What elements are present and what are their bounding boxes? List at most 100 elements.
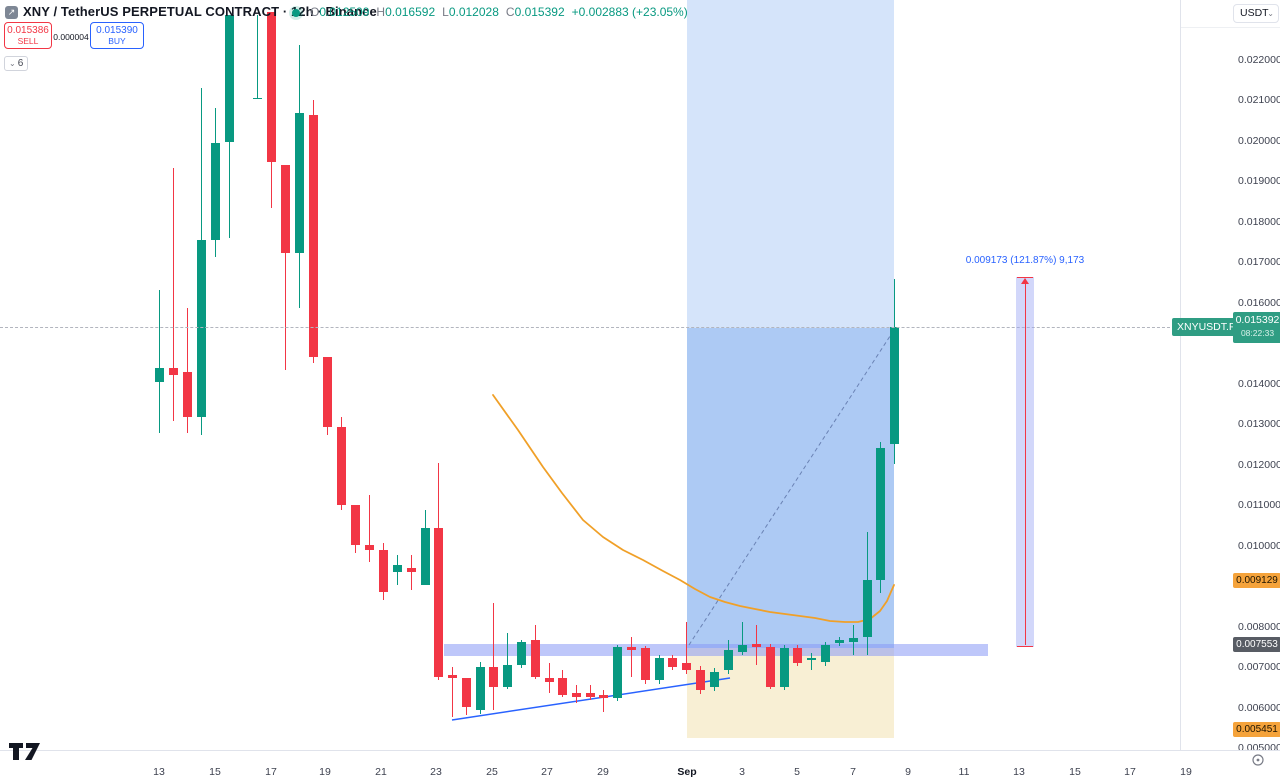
chart-pane[interactable]: 0.009173 (121.87%) 9,173: [0, 0, 1180, 750]
time-axis[interactable]: 13 15 17 19 21 23 25 27 29 Sep 3 5 7 9 11 13 15 17 19: [0, 750, 1280, 783]
symbol-title[interactable]: XNY / TetherUS PERPETUAL CONTRACT · 12h …: [23, 4, 377, 19]
measure-line: [1024, 279, 1026, 645]
currency-selector[interactable]: USDT ⌄: [1233, 4, 1279, 23]
measure-bottom-tick: [1017, 646, 1033, 647]
accumulation-box[interactable]: [687, 648, 894, 738]
chevron-down-icon: ⌄: [9, 59, 16, 68]
candle-body: [820, 644, 830, 662]
candle-body: [224, 14, 234, 142]
time-tick-label: 29: [597, 766, 609, 778]
price-tick-label: 0.019000: [1238, 175, 1280, 188]
high-value: 0.016592: [385, 5, 436, 19]
price-axis[interactable]: USDT ⌄ 0.022000 0.021000 0.020000 0.019000 0…: [1172, 0, 1280, 754]
currency-label: USDT: [1240, 7, 1269, 19]
tradingview-logo[interactable]: [8, 742, 42, 761]
scale-reset-icon[interactable]: [1251, 753, 1265, 767]
object-tree-collapse-chip[interactable]: ⌄ 6: [4, 56, 29, 71]
high-label: H: [376, 5, 386, 19]
candle-body: [406, 568, 416, 573]
price-tick-label: 0.007000: [1238, 661, 1280, 674]
time-tick-label: 5: [794, 766, 800, 778]
time-tick-label: 17: [1124, 766, 1136, 778]
candle-body: [336, 427, 346, 505]
support-band[interactable]: [444, 644, 988, 656]
measure-top-tick: [1017, 277, 1033, 278]
candle-body: [834, 640, 844, 643]
price-tick-label: 0.008000: [1238, 620, 1280, 633]
candle-body: [875, 448, 885, 580]
candle-body: [350, 505, 360, 545]
chevron-down-icon: ⌄: [1267, 9, 1274, 18]
measure-label: 0.009173 (121.87%) 9,173: [965, 255, 1085, 266]
indicator-price-badge: 0.007553: [1233, 637, 1280, 653]
candle-body: [654, 658, 664, 680]
candle-body: [433, 527, 443, 677]
low-value: 0.012028: [448, 5, 499, 19]
buy-price: 0.015390: [96, 25, 138, 36]
price-range-tool[interactable]: [1016, 277, 1034, 647]
candle-body: [626, 647, 636, 650]
candle-wick: [410, 554, 412, 590]
candle-body: [461, 678, 471, 707]
price-tick-label: 0.010000: [1238, 539, 1280, 552]
candle-body: [378, 550, 388, 592]
candle-body: [420, 527, 430, 585]
measure-arrow-icon: [1021, 278, 1029, 284]
candle-body: [737, 644, 747, 652]
candle-body: [530, 640, 540, 677]
candle-body: [392, 565, 402, 573]
price-tick-label: 0.006000: [1238, 701, 1280, 714]
time-tick-label: 19: [1180, 766, 1192, 778]
candle-body: [681, 663, 691, 670]
symbol-logo-icon[interactable]: ↗: [5, 6, 18, 19]
candle-body: [447, 675, 457, 678]
time-tick-label: 13: [1013, 766, 1025, 778]
candle-body: [585, 692, 595, 697]
candle-wick: [685, 622, 687, 674]
candle-body: [792, 648, 802, 663]
candle-body: [252, 98, 262, 99]
candle-body: [598, 695, 608, 698]
candle-wick: [548, 663, 550, 693]
candle-body: [502, 665, 512, 687]
candle-wick: [492, 602, 494, 710]
candle-body: [695, 670, 705, 690]
candle-body: [862, 579, 872, 637]
price-tick-label: 0.017000: [1238, 256, 1280, 269]
candle-body: [280, 165, 290, 253]
time-tick-label: 25: [486, 766, 498, 778]
candle-body: [364, 544, 374, 550]
time-tick-label: 15: [209, 766, 221, 778]
time-tick-label: Sep: [677, 766, 697, 778]
candle-body: [806, 658, 816, 660]
last-price-value: 0.015392: [1235, 314, 1280, 327]
candle-body: [322, 357, 332, 427]
sell-button[interactable]: 0.015386 SELL: [4, 22, 52, 49]
candle-body: [751, 644, 761, 647]
open-label: O: [310, 5, 320, 19]
candle-wick: [630, 637, 632, 677]
candle-body: [308, 114, 318, 357]
price-tick-label: 0.012000: [1238, 458, 1280, 471]
collapse-count: 6: [17, 58, 24, 69]
candle-wick: [256, 14, 258, 98]
time-tick-label: 17: [265, 766, 277, 778]
candle-body: [196, 240, 206, 417]
buy-button[interactable]: 0.015390 BUY: [90, 22, 144, 49]
time-tick-label: 7: [850, 766, 856, 778]
market-status-dot-icon[interactable]: [292, 9, 300, 17]
candle-body: [544, 678, 554, 683]
candle-wick: [368, 495, 370, 562]
time-tick-label: 21: [375, 766, 387, 778]
indicator-price-badge: 0.009129: [1233, 573, 1280, 589]
change-value: +0.002883 (+23.05%): [571, 5, 688, 19]
time-tick-label: 11: [958, 766, 970, 778]
bar-countdown: 08:22:33: [1240, 328, 1275, 339]
candle-body: [488, 667, 498, 687]
last-price-line: [0, 327, 1180, 328]
candle-body: [516, 641, 526, 665]
candle-body: [640, 648, 650, 680]
candle-body: [475, 667, 485, 710]
candle-wick: [506, 633, 508, 689]
candle-body: [848, 638, 858, 642]
